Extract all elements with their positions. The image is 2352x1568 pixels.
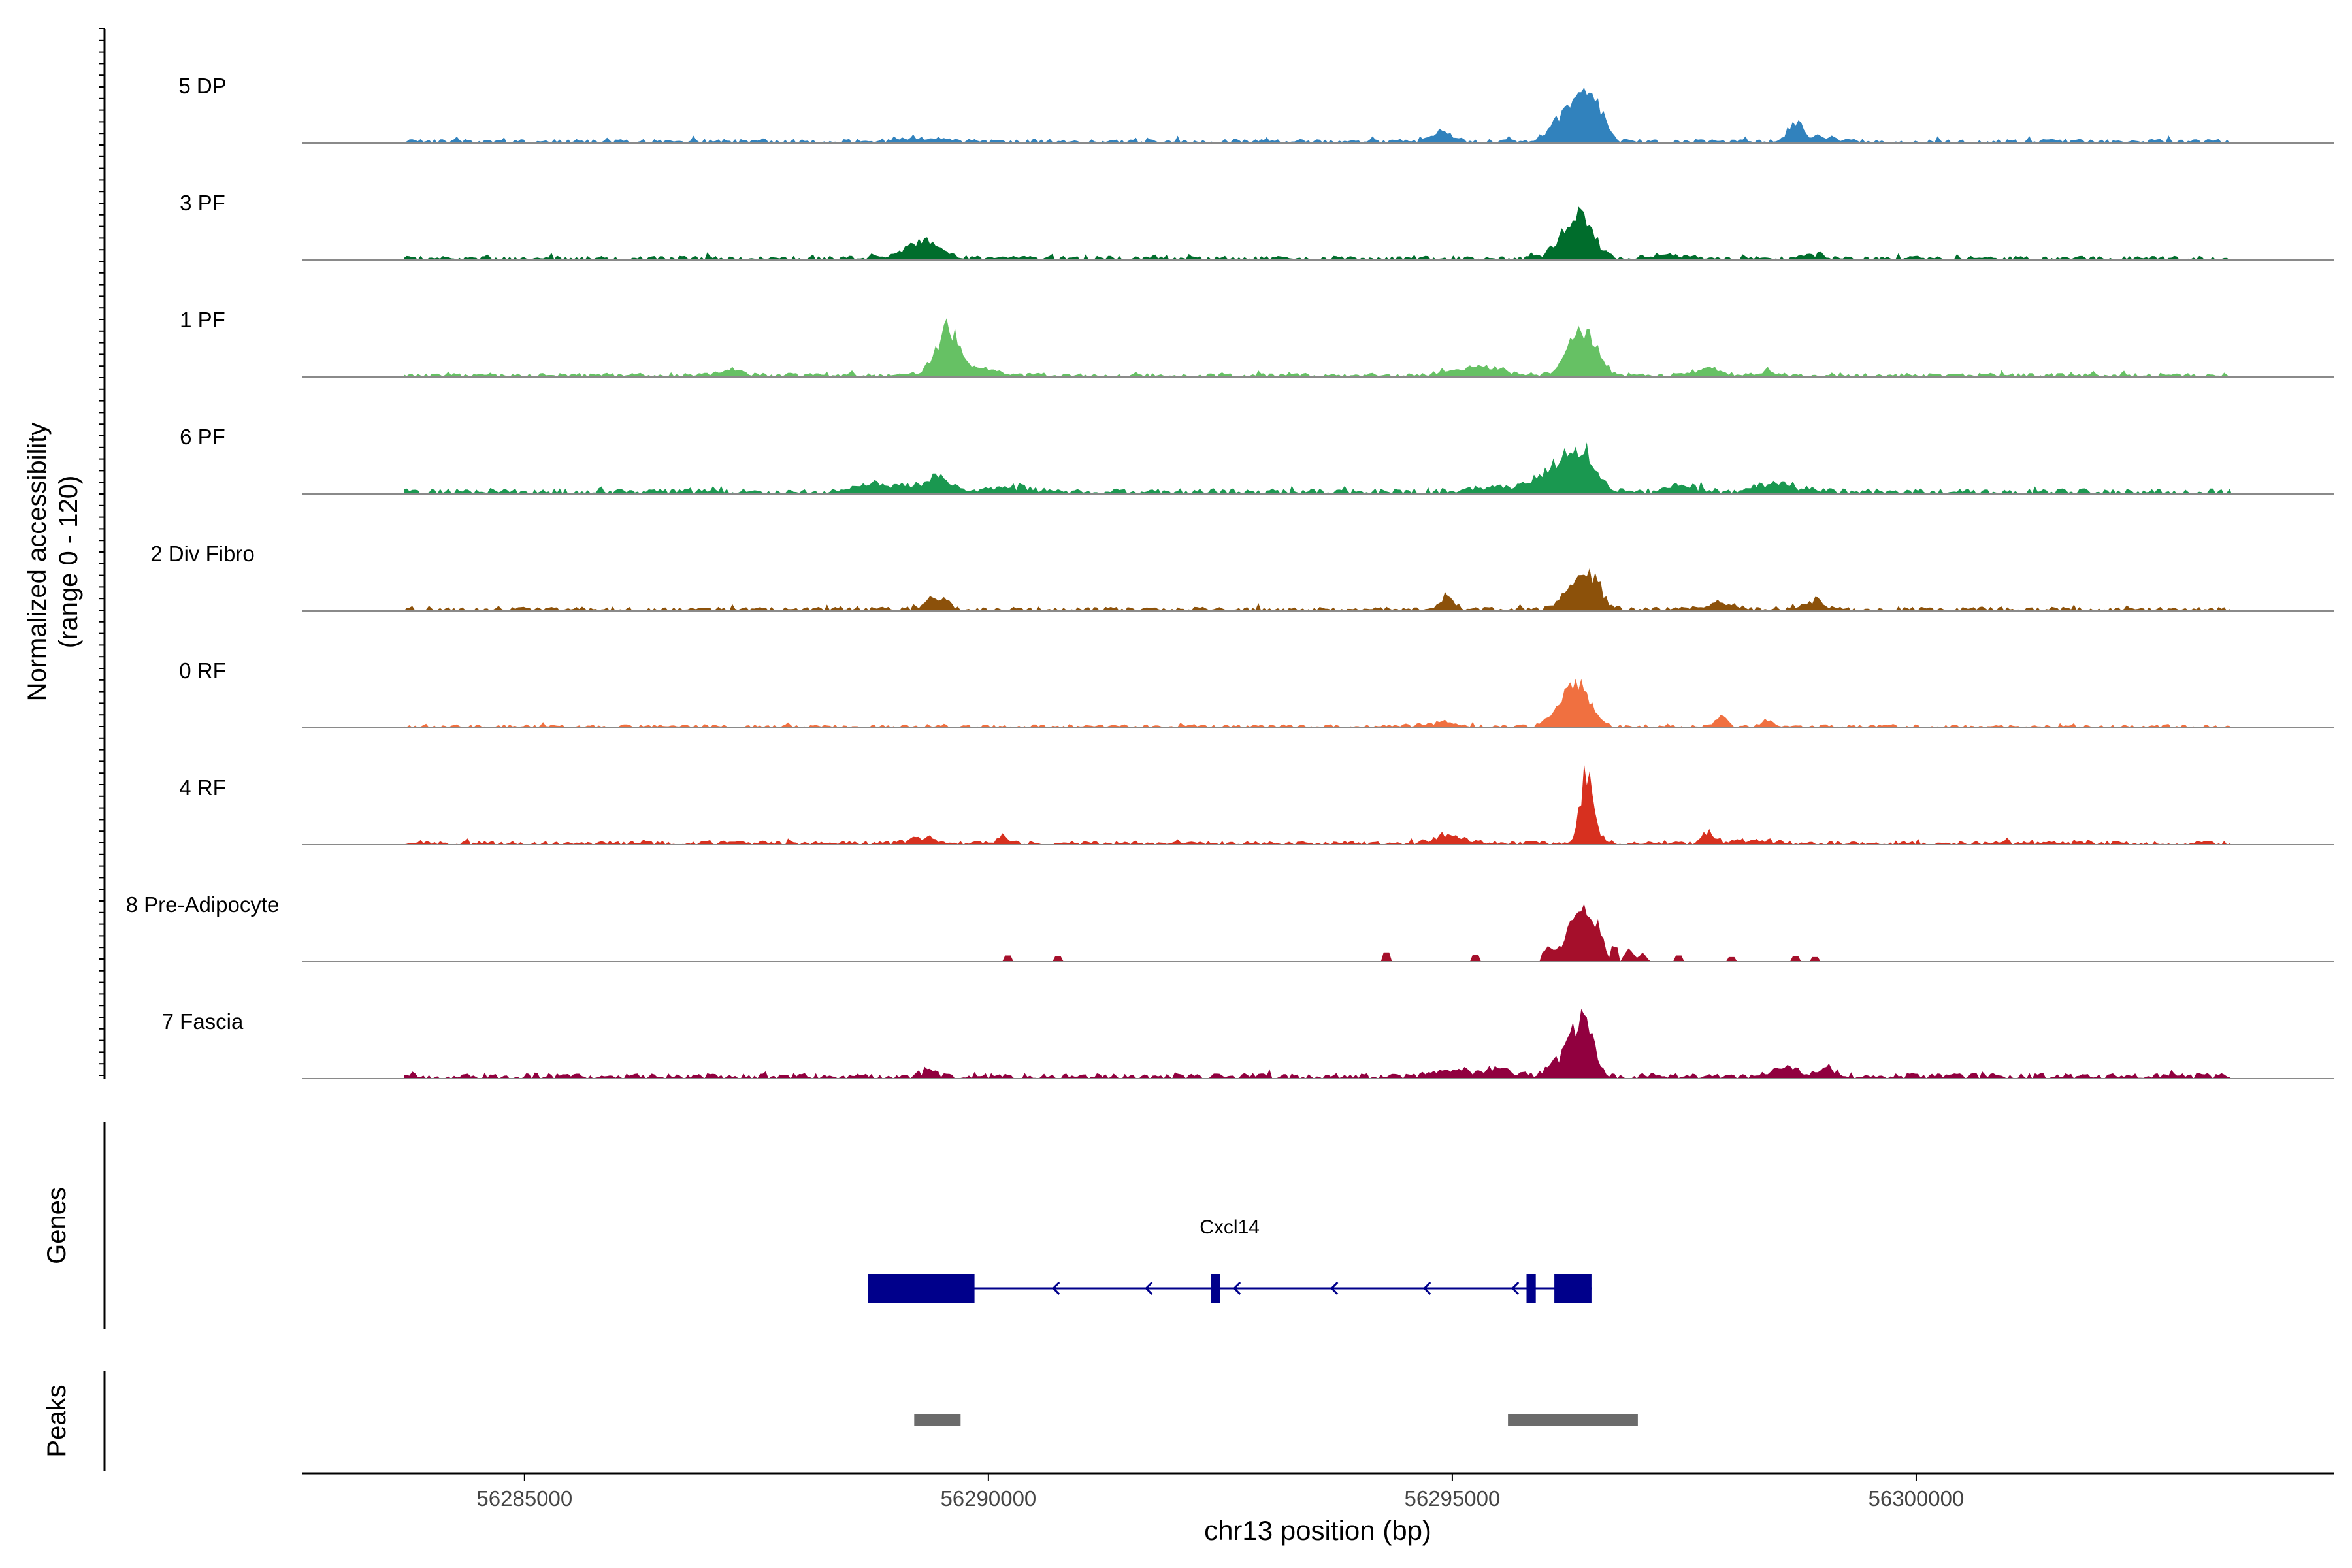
x-axis: 56285000 56290000 56295000 56300000 bbox=[302, 1472, 2334, 1511]
genes-track-label: Genes bbox=[42, 1187, 71, 1264]
track-5-dp: 5 DP bbox=[178, 74, 2334, 144]
track-label-8-pre-adipocyte: 8 Pre-Adipocyte bbox=[126, 892, 280, 917]
coverage-area-0-rf bbox=[404, 678, 2232, 728]
strand-arrow bbox=[1052, 1281, 1060, 1296]
track-label-3-pf: 3 PF bbox=[180, 191, 225, 215]
gene-exon bbox=[1554, 1274, 1592, 1303]
gene-model-cxcl14 bbox=[868, 1274, 1592, 1303]
coverage-area-3-pf bbox=[404, 206, 2232, 260]
coverage-area-4-rf bbox=[404, 762, 2232, 845]
peaks-track-label: Peaks bbox=[42, 1384, 71, 1457]
gene-name-label: Cxcl14 bbox=[1200, 1217, 1260, 1238]
track-label-6-pf: 6 PF bbox=[180, 425, 225, 449]
coverage-area-7-fascia bbox=[404, 1009, 2232, 1079]
track-label-1-pf: 1 PF bbox=[180, 308, 225, 332]
track-6-pf: 6 PF bbox=[180, 425, 2334, 495]
strand-arrow bbox=[1145, 1281, 1153, 1296]
gene-exon bbox=[868, 1274, 975, 1303]
genes-panel: Genes Cxcl14 bbox=[42, 1122, 1592, 1329]
coverage-area-8-pre-adipocyte bbox=[404, 903, 2232, 962]
peak-regions bbox=[914, 1414, 1638, 1426]
strand-arrow bbox=[1330, 1281, 1339, 1296]
track-2-div-fibro: 2 Div Fibro bbox=[150, 542, 2334, 612]
x-tick-label: 56295000 bbox=[1404, 1486, 1500, 1511]
coverage-area-2-div-fibro bbox=[404, 568, 2232, 611]
strand-arrow bbox=[1423, 1281, 1431, 1296]
track-7-fascia: 7 Fascia bbox=[162, 1009, 2334, 1079]
track-1-pf: 1 PF bbox=[180, 308, 2334, 378]
coverage-area-1-pf bbox=[404, 318, 2232, 377]
track-label-5-dp: 5 DP bbox=[178, 74, 226, 98]
coverage-area-6-pf bbox=[404, 442, 2232, 494]
y-axis-range-label: (range 0 - 120) bbox=[54, 476, 83, 649]
track-8-pre-adipocyte: 8 Pre-Adipocyte bbox=[126, 892, 2334, 962]
track-label-7-fascia: 7 Fascia bbox=[162, 1009, 244, 1034]
gene-exon bbox=[1211, 1274, 1220, 1303]
strand-arrow bbox=[1233, 1281, 1241, 1296]
track-label-0-rf: 0 RF bbox=[179, 659, 226, 683]
strand-arrow bbox=[1511, 1281, 1520, 1296]
peak-region bbox=[914, 1414, 961, 1426]
peak-region bbox=[1508, 1414, 1638, 1426]
coverage-area-5-dp bbox=[404, 87, 2232, 143]
peaks-panel: Peaks bbox=[42, 1371, 1638, 1471]
coverage-tracks: 5 DP 3 PF 1 PF 6 PF 2 Div Fibro 0 RF 4 RF 8 Pre… bbox=[126, 74, 2334, 1079]
gene-exon bbox=[1526, 1274, 1536, 1303]
track-4-rf: 4 RF bbox=[179, 762, 2334, 845]
track-3-pf: 3 PF bbox=[180, 191, 2334, 261]
x-axis-label: chr13 position (bp) bbox=[1204, 1515, 1431, 1546]
x-tick-label: 56290000 bbox=[940, 1486, 1036, 1511]
x-tick-label: 56300000 bbox=[1869, 1486, 1965, 1511]
track-label-2-div-fibro: 2 Div Fibro bbox=[150, 542, 255, 566]
y-axis-label: Normalized accessibility bbox=[23, 423, 52, 702]
accessibility-y-axis bbox=[99, 28, 106, 1079]
track-label-4-rf: 4 RF bbox=[179, 776, 226, 800]
track-0-rf: 0 RF bbox=[179, 659, 2334, 728]
x-tick-label: 56285000 bbox=[476, 1486, 572, 1511]
